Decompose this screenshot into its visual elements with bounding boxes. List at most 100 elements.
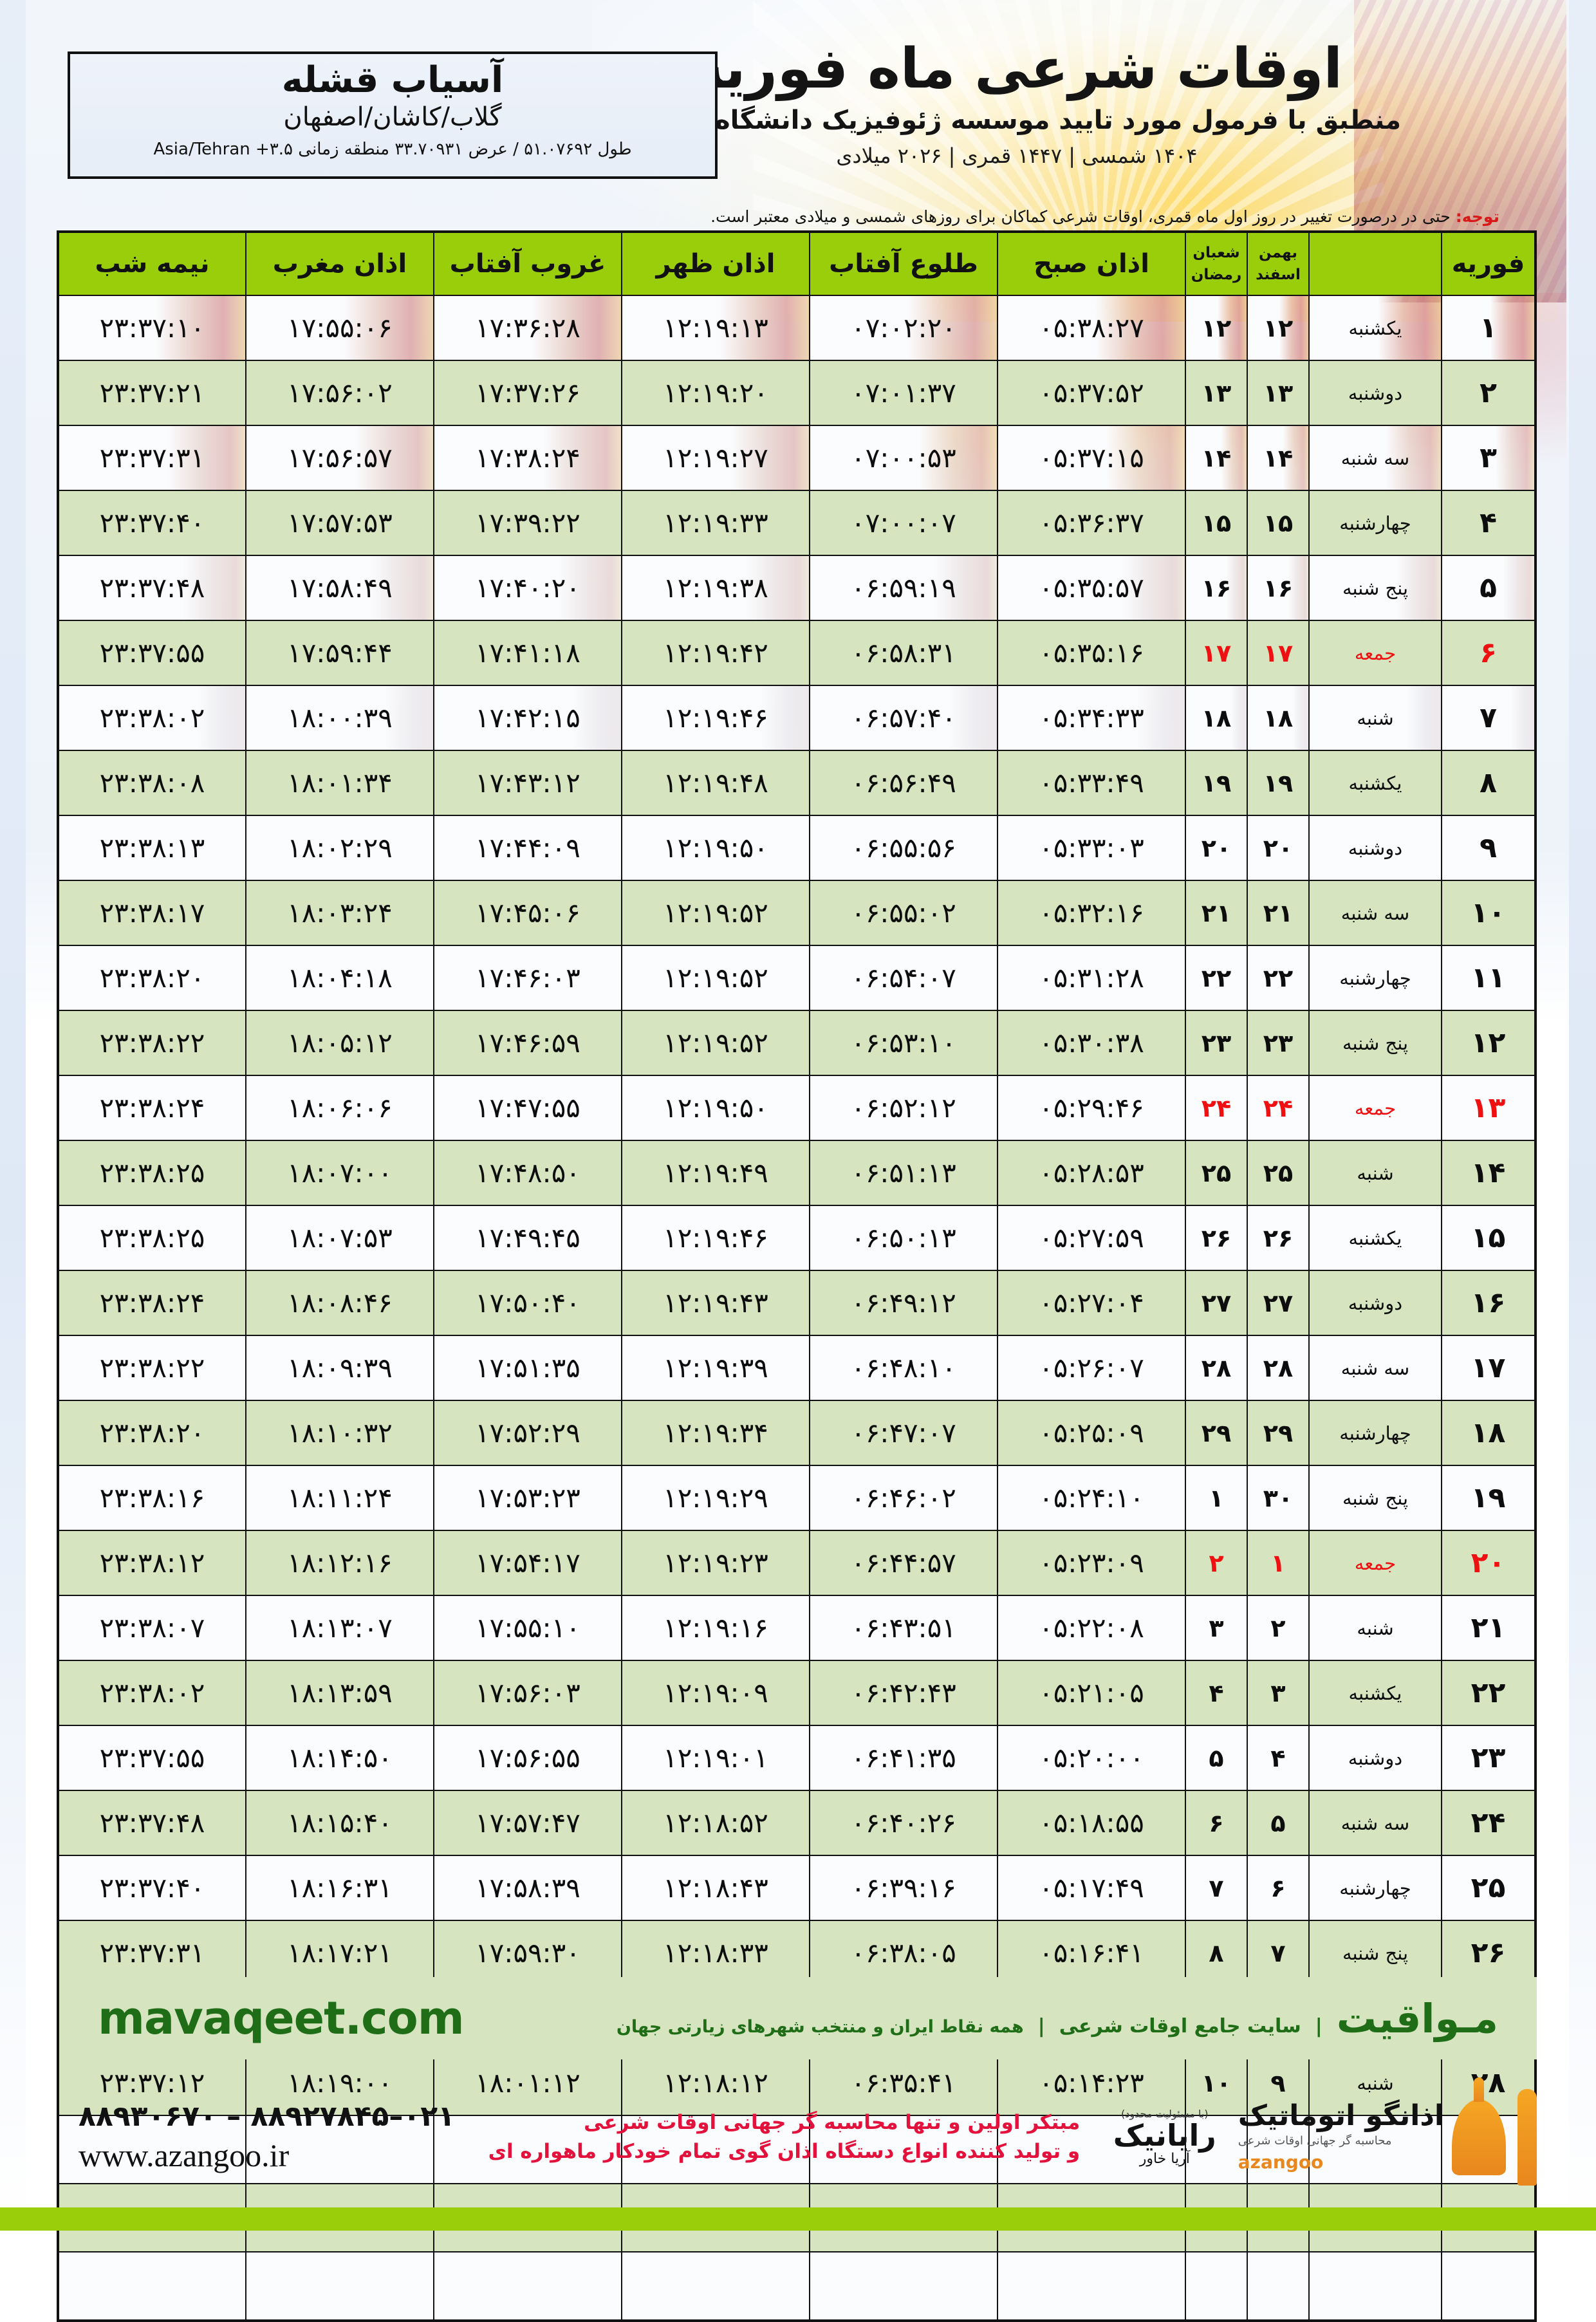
cell-lunar-day: ۲۱ xyxy=(1185,880,1248,946)
company-website[interactable]: www.azangoo.ir xyxy=(79,2137,290,2174)
cell-fajr: ۰۵:۲۵:۰۹ xyxy=(997,1400,1186,1466)
cell-lunar-day: ۲ xyxy=(1185,1530,1248,1596)
table-header-row: فوریه بهمن اسفند شعبان رمضان اذان صبح طل… xyxy=(57,231,1536,296)
cell-fajr: ۰۵:۲۶:۰۷ xyxy=(997,1335,1186,1401)
cell-lunar-day: ۱۴ xyxy=(1185,425,1248,491)
cell-fajr: ۰۵:۳۰:۳۸ xyxy=(997,1010,1186,1076)
cell-feb-day: ۱۹ xyxy=(1441,1465,1536,1531)
cell-maghrib: ۱۸:۱۳:۰۷ xyxy=(245,1595,434,1661)
cell-sunrise: ۰۶:۵۸:۳۱ xyxy=(809,620,998,686)
cell-sunrise: ۰۶:۵۴:۰۷ xyxy=(809,945,998,1011)
cell-weekday: شنبه xyxy=(1308,1595,1442,1661)
cell-solar-day: ۲۰ xyxy=(1247,815,1310,881)
cell-maghrib: ۱۷:۵۶:۵۷ xyxy=(245,425,434,491)
cell-sunrise: ۰۶:۵۵:۰۲ xyxy=(809,880,998,946)
cell-sunset: ۱۷:۵۹:۳۰ xyxy=(433,1920,622,1986)
cell-sunset: ۱۷:۵۳:۲۳ xyxy=(433,1465,622,1531)
cell-weekday: شنبه xyxy=(1308,685,1442,751)
cell-lunar-day: ۲۷ xyxy=(1185,1270,1248,1336)
cell-maghrib: ۱۸:۰۸:۴۶ xyxy=(245,1270,434,1336)
cell-fajr: ۰۵:۲۱:۰۵ xyxy=(997,1660,1186,1726)
cell-weekday: پنج شنبه xyxy=(1308,1920,1442,1986)
company-slogan: مبتکر اولین و تنها محاسبه گر جهانی اوقات… xyxy=(488,2108,1081,2166)
rayanic-logo: (با مسئولیت محدود) رایانیک آریا خاور xyxy=(1113,2108,1216,2167)
cell-sunrise: ۰۶:۵۹:۱۹ xyxy=(809,555,998,621)
cell-fajr: ۰۵:۲۹:۴۶ xyxy=(997,1075,1186,1141)
cell-weekday: پنج شنبه xyxy=(1308,1465,1442,1531)
cell-sunset: ۱۷:۴۰:۲۰ xyxy=(433,555,622,621)
cell-weekday: سه شنبه xyxy=(1308,880,1442,946)
cell-midnight: ۲۳:۳۸:۲۴ xyxy=(57,1270,246,1336)
cell-dhuhr: ۱۲:۱۹:۴۹ xyxy=(621,1140,810,1206)
cell-fajr: ۰۵:۲۷:۵۹ xyxy=(997,1205,1186,1271)
cell-sunset: ۱۷:۴۲:۱۵ xyxy=(433,685,622,751)
cell-lunar-day: ۱۳ xyxy=(1185,360,1248,426)
cell-empty xyxy=(997,2115,1186,2184)
cell-weekday: چهارشنبه xyxy=(1308,490,1442,556)
cell-sunset: ۱۷:۴۵:۰۶ xyxy=(433,880,622,946)
rayanic-legal-note: (با مسئولیت محدود) xyxy=(1121,2107,1209,2120)
cell-sunset: ۱۷:۴۳:۱۲ xyxy=(433,750,622,816)
cell-maghrib: ۱۸:۰۲:۲۹ xyxy=(245,815,434,881)
cell-maghrib: ۱۷:۵۷:۵۳ xyxy=(245,490,434,556)
mavaqeet-sep2: | xyxy=(1037,2014,1045,2038)
cell-fajr: ۰۵:۲۷:۰۴ xyxy=(997,1270,1186,1336)
cell-midnight: ۲۳:۳۸:۰۲ xyxy=(57,1660,246,1726)
cell-sunset: ۱۷:۴۸:۵۰ xyxy=(433,1140,622,1206)
cell-solar-day: ۲۱ xyxy=(1247,880,1310,946)
minaret-icon xyxy=(1517,2089,1537,2186)
col-header-solar-top: بهمن xyxy=(1259,244,1297,261)
table-row: ۲۰ جمعه ۱ ۲ ۰۵:۲۳:۰۹ ۰۶:۴۴:۵۷ ۱۲:۱۹:۲۳ ۱۷:۵۴:۱۷… xyxy=(57,1530,1536,1596)
cell-sunrise: ۰۶:۴۹:۱۲ xyxy=(809,1270,998,1336)
cell-dhuhr: ۱۲:۱۹:۱۳ xyxy=(621,295,810,361)
mavaqeet-tagline: سایت جامع اوقات شرعی xyxy=(1059,2014,1301,2038)
cell-sunrise: ۰۷:۰۱:۳۷ xyxy=(809,360,998,426)
cell-maghrib: ۱۸:۱۴:۵۰ xyxy=(245,1725,434,1791)
cell-empty xyxy=(433,2115,622,2184)
cell-feb-day: ۵ xyxy=(1441,555,1536,621)
cell-sunset: ۱۷:۵۲:۲۹ xyxy=(433,1400,622,1466)
cell-dhuhr: ۱۲:۱۸:۳۳ xyxy=(621,1920,810,1986)
cell-sunset: ۱۷:۳۷:۲۶ xyxy=(433,360,622,426)
mavaqeet-website-link[interactable]: mavaqeet.com xyxy=(98,1992,465,2045)
cell-lunar-day: ۱۶ xyxy=(1185,555,1248,621)
cell-feb-day: ۱۵ xyxy=(1441,1205,1536,1271)
cell-dhuhr: ۱۲:۱۹:۲۷ xyxy=(621,425,810,491)
cell-empty xyxy=(997,2251,1186,2321)
cell-feb-day: ۱۳ xyxy=(1441,1075,1536,1141)
cell-feb-day: ۷ xyxy=(1441,685,1536,751)
cell-midnight: ۲۳:۳۷:۳۱ xyxy=(57,1920,246,1986)
cell-fajr: ۰۵:۳۲:۱۶ xyxy=(997,880,1186,946)
table-row: ۲۶ پنج شنبه ۷ ۸ ۰۵:۱۶:۴۱ ۰۶:۳۸:۰۵ ۱۲:۱۸:۳۳ ۱۷:۵… xyxy=(57,1920,1536,1986)
cell-solar-day: ۲۲ xyxy=(1247,945,1310,1011)
cell-sunset: ۱۷:۴۶:۰۳ xyxy=(433,945,622,1011)
cell-midnight: ۲۳:۳۷:۱۰ xyxy=(57,295,246,361)
table-row: ۸ یکشنبه ۱۹ ۱۹ ۰۵:۳۳:۴۹ ۰۶:۵۶:۴۹ ۱۲:۱۹:۴۸ ۱۷:۴۳… xyxy=(57,750,1536,816)
cell-sunset: ۱۸:۰۱:۱۲ xyxy=(433,2050,622,2116)
location-name: آسیاب قشله xyxy=(281,59,504,101)
cell-maghrib: ۱۷:۵۹:۴۴ xyxy=(245,620,434,686)
cell-maghrib: ۱۷:۵۸:۴۹ xyxy=(245,555,434,621)
cell-solar-day: ۲ xyxy=(1247,1595,1310,1661)
azangoo-name-fa: اذانگو اتوماتیک xyxy=(1238,2099,1444,2132)
cell-solar-day: ۳۰ xyxy=(1247,1465,1310,1531)
cell-maghrib: ۱۸:۱۹:۰۰ xyxy=(245,2050,434,2116)
cell-maghrib: ۱۸:۰۰:۳۹ xyxy=(245,685,434,751)
table-row: ۲۲ یکشنبه ۳ ۴ ۰۵:۲۱:۰۵ ۰۶:۴۲:۴۳ ۱۲:۱۹:۰۹ ۱۷:۵۶:… xyxy=(57,1660,1536,1726)
page-title: اوقات شرعی ماه فوریه xyxy=(691,37,1343,101)
cell-midnight: ۲۳:۳۸:۱۳ xyxy=(57,815,246,881)
cell-fajr: ۰۵:۱۴:۲۳ xyxy=(997,2050,1186,2116)
company-logos: اذانگو اتوماتیک محاسبه گر جهانی اوقات شر… xyxy=(1113,2089,1537,2186)
cell-weekday: جمعه xyxy=(1308,1075,1442,1141)
cell-sunrise: ۰۶:۵۳:۱۰ xyxy=(809,1010,998,1076)
cell-fajr: ۰۵:۳۷:۵۲ xyxy=(997,360,1186,426)
cell-maghrib: ۱۸:۰۹:۳۹ xyxy=(245,1335,434,1401)
cell-dhuhr: ۱۲:۱۸:۵۲ xyxy=(621,1790,810,1856)
notice-body: حتی در درصورت تغییر در روز اول ماه قمری،… xyxy=(710,207,1451,226)
cell-sunset: ۱۷:۳۸:۲۴ xyxy=(433,425,622,491)
cell-solar-day: ۱۲ xyxy=(1247,295,1310,361)
cell-dhuhr: ۱۲:۱۹:۲۰ xyxy=(621,360,810,426)
cell-fajr: ۰۵:۳۵:۱۶ xyxy=(997,620,1186,686)
cell-weekday: چهارشنبه xyxy=(1308,1855,1442,1921)
cell-fajr: ۰۵:۲۴:۱۰ xyxy=(997,1465,1186,1531)
